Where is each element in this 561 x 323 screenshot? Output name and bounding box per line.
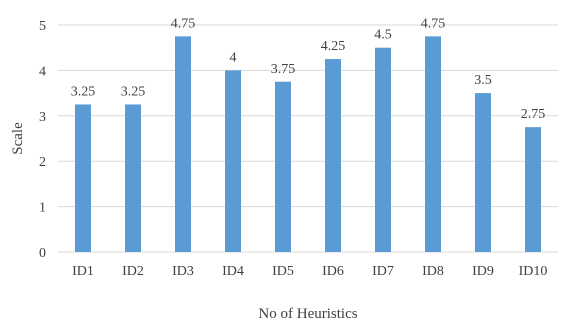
bars [75, 36, 541, 253]
bar-id2 [125, 104, 141, 252]
x-tick-label-id3: ID3 [172, 264, 194, 279]
data-label-id6: 4.25 [321, 39, 346, 54]
bar-id4 [225, 70, 241, 253]
y-axis-title: Scale [10, 122, 26, 155]
y-tick-label: 1 [39, 201, 46, 216]
x-tick-label-id10: ID10 [519, 264, 548, 279]
bar-id1 [75, 104, 91, 252]
data-label-id1: 3.25 [71, 84, 96, 99]
gridlines [58, 24, 558, 253]
data-label-id9: 3.5 [474, 73, 492, 88]
x-axis-title: No of Heuristics [258, 306, 357, 322]
bar-id8 [425, 36, 441, 252]
x-tick-label-id6: ID6 [322, 264, 344, 279]
data-label-id8: 4.75 [421, 16, 446, 31]
data-label-id10: 2.75 [521, 107, 546, 122]
y-tick-label: 5 [39, 19, 46, 34]
bar-id3 [175, 36, 191, 252]
x-axis-ticks: ID1 ID2 ID3 ID4 ID5 ID6 ID7 ID8 ID9 ID10 [72, 264, 547, 279]
data-label-id2: 3.25 [121, 84, 146, 99]
x-tick-label-id4: ID4 [222, 264, 244, 279]
data-label-id3: 4.75 [171, 16, 196, 31]
data-labels: 3.25 3.25 4.75 4 3.75 4.25 4.5 4.75 3.5 2.75 [71, 16, 546, 122]
data-label-id5: 3.75 [271, 62, 296, 77]
bar-id7 [375, 47, 391, 253]
bar-id10 [525, 127, 541, 252]
bar-id9 [475, 93, 491, 252]
bar-id5 [275, 81, 291, 252]
x-tick-label-id5: ID5 [272, 264, 294, 279]
y-tick-label: 2 [39, 155, 46, 170]
bar-id6 [325, 59, 341, 252]
x-tick-label-id9: ID9 [472, 264, 494, 279]
x-tick-label-id2: ID2 [122, 264, 144, 279]
y-tick-label: 3 [39, 110, 46, 125]
data-label-id7: 4.5 [374, 28, 392, 43]
y-tick-label: 0 [39, 246, 46, 261]
y-tick-label: 4 [39, 64, 46, 79]
x-tick-label-id8: ID8 [422, 264, 444, 279]
data-label-id4: 4 [230, 50, 237, 65]
y-axis-ticks: 0 1 2 3 4 5 [39, 19, 46, 261]
x-tick-label-id7: ID7 [372, 264, 394, 279]
x-tick-label-id1: ID1 [72, 264, 94, 279]
